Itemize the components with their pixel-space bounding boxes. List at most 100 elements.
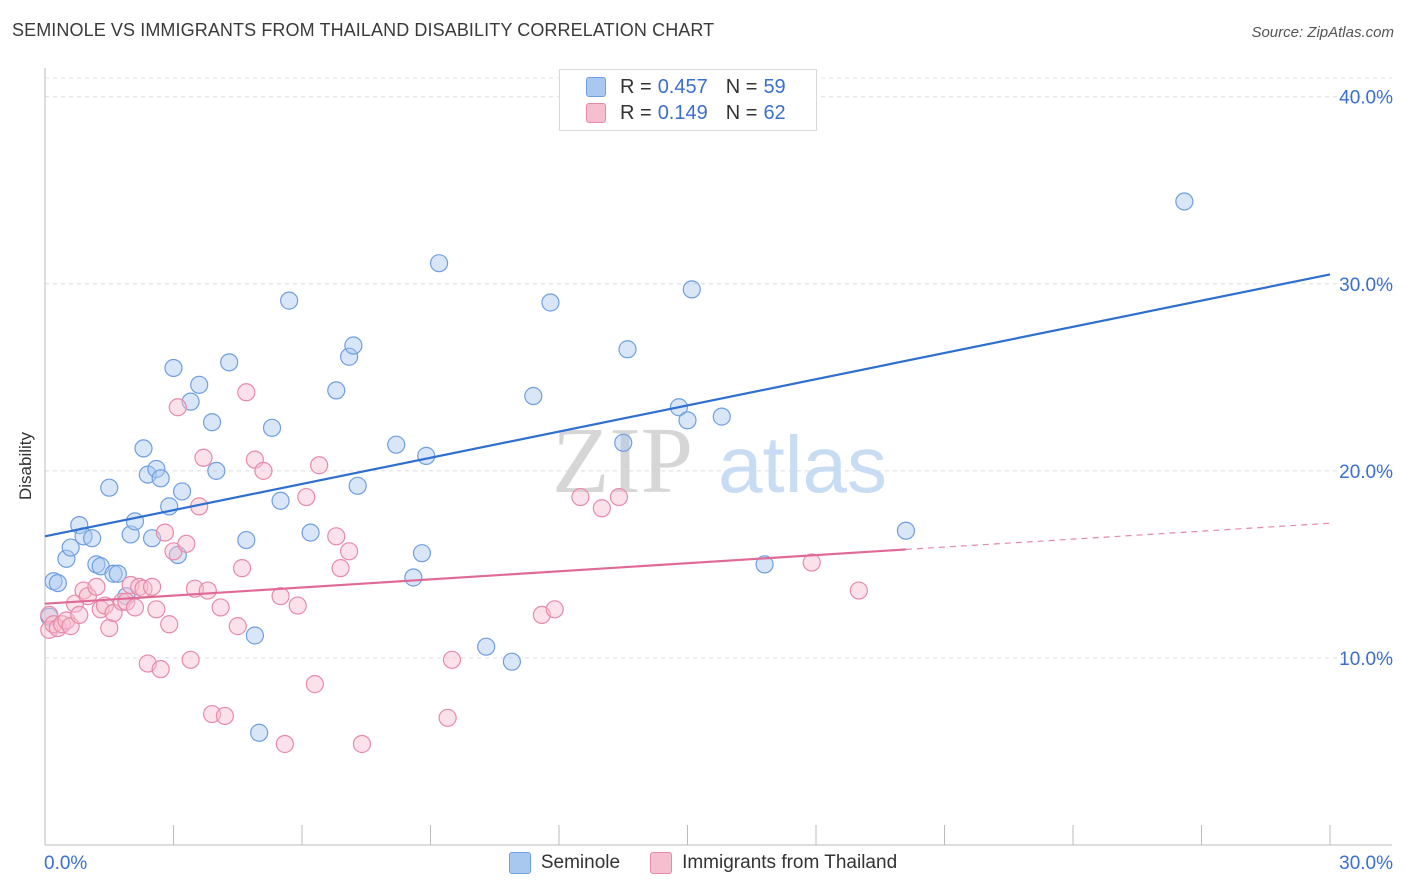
seminole-point	[301, 523, 320, 542]
seminole-point	[172, 482, 192, 501]
seminole-point	[614, 433, 633, 452]
thailand-point	[305, 675, 324, 694]
tick-labels: 10.0% 20.0% 30.0% 40.0% 0.0% 30.0%	[44, 88, 1393, 874]
thailand-point	[545, 600, 564, 619]
thailand-point	[228, 617, 247, 636]
legend-label: Seminole	[540, 852, 621, 873]
thailand-point	[275, 734, 294, 754]
seminole-point	[412, 544, 432, 563]
r-label: R =	[620, 101, 652, 124]
seminole-point	[682, 280, 701, 299]
seminole-point	[896, 521, 916, 540]
thailand-point	[352, 734, 372, 754]
seminole-trend-line	[44, 273, 1331, 538]
thailand-point	[160, 615, 179, 634]
legend-item-seminole[interactable]: Seminole	[508, 852, 621, 874]
seminole-point	[618, 340, 637, 359]
x-tick-label: 30.0%	[1339, 853, 1393, 874]
axes	[44, 68, 1392, 846]
thailand-point	[194, 448, 213, 467]
seminole-point	[524, 386, 543, 406]
thailand-point	[327, 527, 346, 546]
thailand-point	[237, 383, 256, 402]
seminole-point	[712, 407, 731, 426]
thailand-point	[849, 581, 868, 600]
seminole-point	[429, 254, 449, 273]
seminole-point	[344, 336, 363, 355]
seminole-point	[151, 469, 170, 488]
thailand-point	[609, 487, 629, 507]
thailand-point	[232, 559, 252, 578]
correlation-legend: R = 0.457 N = 59 R = 0.149 N = 62	[559, 69, 817, 131]
thailand-swatch	[586, 103, 606, 123]
thailand-point	[198, 581, 217, 600]
seminole-point	[237, 530, 256, 550]
trend-lines	[44, 273, 1331, 605]
r-label: R =	[620, 75, 652, 98]
seminole-point	[61, 538, 80, 557]
thailand-point	[340, 542, 359, 561]
y-tick-label: 40.0%	[1339, 88, 1393, 109]
thailand-point	[125, 598, 145, 617]
seminole-point	[125, 512, 145, 531]
seminole-point	[755, 555, 774, 574]
seminole-point	[48, 573, 67, 593]
seminole-point	[477, 637, 496, 656]
thailand-point	[168, 398, 187, 417]
thailand-point	[40, 605, 59, 625]
thailand-point	[100, 618, 119, 638]
thailand-point	[177, 534, 196, 553]
r-value: 0.457	[657, 75, 708, 98]
thailand-trend-line	[44, 548, 907, 605]
watermark-zip: ZIP	[552, 409, 693, 513]
thailand-point	[288, 596, 307, 615]
thailand-point	[571, 487, 590, 507]
thailand-point	[211, 598, 230, 617]
y-tick-label: 20.0%	[1339, 462, 1393, 483]
seminole-point	[147, 459, 166, 479]
chart-title: SEMINOLE VS IMMIGRANTS FROM THAILAND DIS…	[12, 20, 715, 40]
thailand-point	[438, 708, 457, 727]
thailand-point	[442, 650, 462, 669]
thailand-trend-extension	[905, 522, 1331, 551]
seminole-point	[100, 478, 119, 497]
seminole-point	[387, 435, 406, 454]
thailand-point	[87, 577, 106, 596]
seminole-point	[57, 549, 76, 568]
seminole-point	[280, 291, 299, 310]
seminole-swatch	[508, 852, 531, 874]
seminole-point	[340, 347, 359, 366]
thailand-point	[592, 499, 611, 518]
seminole-point	[83, 529, 102, 548]
y-tick-label: 10.0%	[1339, 649, 1393, 670]
legend-item-thailand[interactable]: Immigrants from Thailand	[650, 852, 897, 874]
series-legend: Seminole Immigrants from Thailand	[0, 852, 1406, 874]
seminole-point	[134, 439, 153, 458]
seminole-point	[202, 413, 222, 432]
seminole-point	[245, 626, 264, 645]
thailand-point	[271, 587, 290, 606]
n-label: N =	[725, 101, 758, 124]
thailand-point	[297, 487, 316, 507]
n-label: N =	[725, 75, 758, 98]
y-axis-label: Disability	[16, 431, 35, 500]
seminole-point	[502, 652, 521, 671]
legend-row-thailand: R = 0.149 N = 62	[586, 101, 804, 125]
seminole-point	[404, 568, 423, 587]
seminole-point	[108, 564, 127, 583]
seminole-point	[190, 375, 209, 394]
x-tick-label: 0.0%	[44, 853, 87, 874]
thailand-point	[151, 660, 170, 679]
thailand-point	[70, 605, 89, 625]
thailand-point	[254, 461, 273, 480]
seminole-point	[678, 411, 697, 430]
thailand-point	[331, 559, 350, 578]
seminole-point	[220, 353, 239, 372]
legend-row-seminole: R = 0.457 N = 59	[586, 75, 804, 99]
seminole-point	[541, 293, 560, 312]
seminole-point	[1175, 192, 1194, 211]
thailand-point	[802, 553, 821, 572]
seminole-point	[271, 491, 290, 510]
seminole-point	[104, 564, 123, 583]
